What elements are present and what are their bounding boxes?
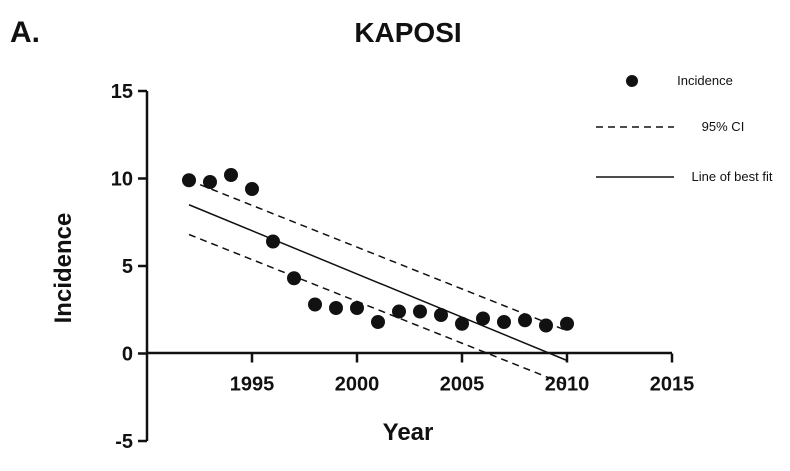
x-tick-label: 2005 xyxy=(440,374,485,396)
incidence-point xyxy=(455,316,469,331)
y-tick-label: 15 xyxy=(111,81,133,103)
y-tick-label: 5 xyxy=(122,256,133,278)
incidence-point xyxy=(245,182,259,196)
incidence-point xyxy=(224,168,238,182)
incidence-point xyxy=(413,304,427,319)
panel-label: A. xyxy=(10,16,40,49)
y-tick-label: 0 xyxy=(122,344,133,366)
legend-marker-incidence xyxy=(626,75,638,87)
x-axis-title: Year xyxy=(383,419,434,446)
incidence-point xyxy=(308,297,322,312)
incidence-point xyxy=(182,173,196,188)
incidence-point xyxy=(392,304,406,319)
legend-label-fit: Line of best fit xyxy=(692,169,773,184)
y-tick-label: -5 xyxy=(115,431,133,453)
incidence-point xyxy=(350,301,364,315)
incidence-point xyxy=(203,175,217,189)
ci-line xyxy=(188,233,568,386)
incidence-point xyxy=(371,315,385,329)
incidence-point xyxy=(434,308,448,322)
legend: Incidence 95% CI Line of best fit xyxy=(596,73,773,184)
best-fit-line xyxy=(188,204,568,362)
series-layer xyxy=(182,168,574,386)
plot-area: -5 0 5 10 15 1995 2000 2005 2010 2015 xyxy=(111,81,695,453)
y-tick-label: 10 xyxy=(111,169,133,191)
x-ticks: 1995 2000 2005 2010 2015 xyxy=(230,353,695,396)
incidence-point xyxy=(539,318,553,333)
incidence-point xyxy=(560,316,574,331)
ci-line xyxy=(188,179,568,332)
x-tick-label: 2000 xyxy=(335,374,380,396)
incidence-point xyxy=(266,234,280,249)
incidence-point xyxy=(497,315,511,329)
x-tick-label: 2015 xyxy=(650,374,695,396)
chart-title: KAPOSI xyxy=(354,17,461,48)
y-ticks: -5 0 5 10 15 xyxy=(111,81,147,453)
y-axis-title: Incidence xyxy=(50,213,77,324)
incidence-point xyxy=(518,313,532,328)
x-tick-label: 2010 xyxy=(545,374,590,396)
incidence-point xyxy=(476,311,490,326)
incidence-point xyxy=(329,301,343,315)
legend-label-incidence: Incidence xyxy=(677,73,733,88)
legend-label-ci: 95% CI xyxy=(702,119,745,134)
incidence-point xyxy=(287,271,301,286)
x-tick-label: 1995 xyxy=(230,374,275,396)
